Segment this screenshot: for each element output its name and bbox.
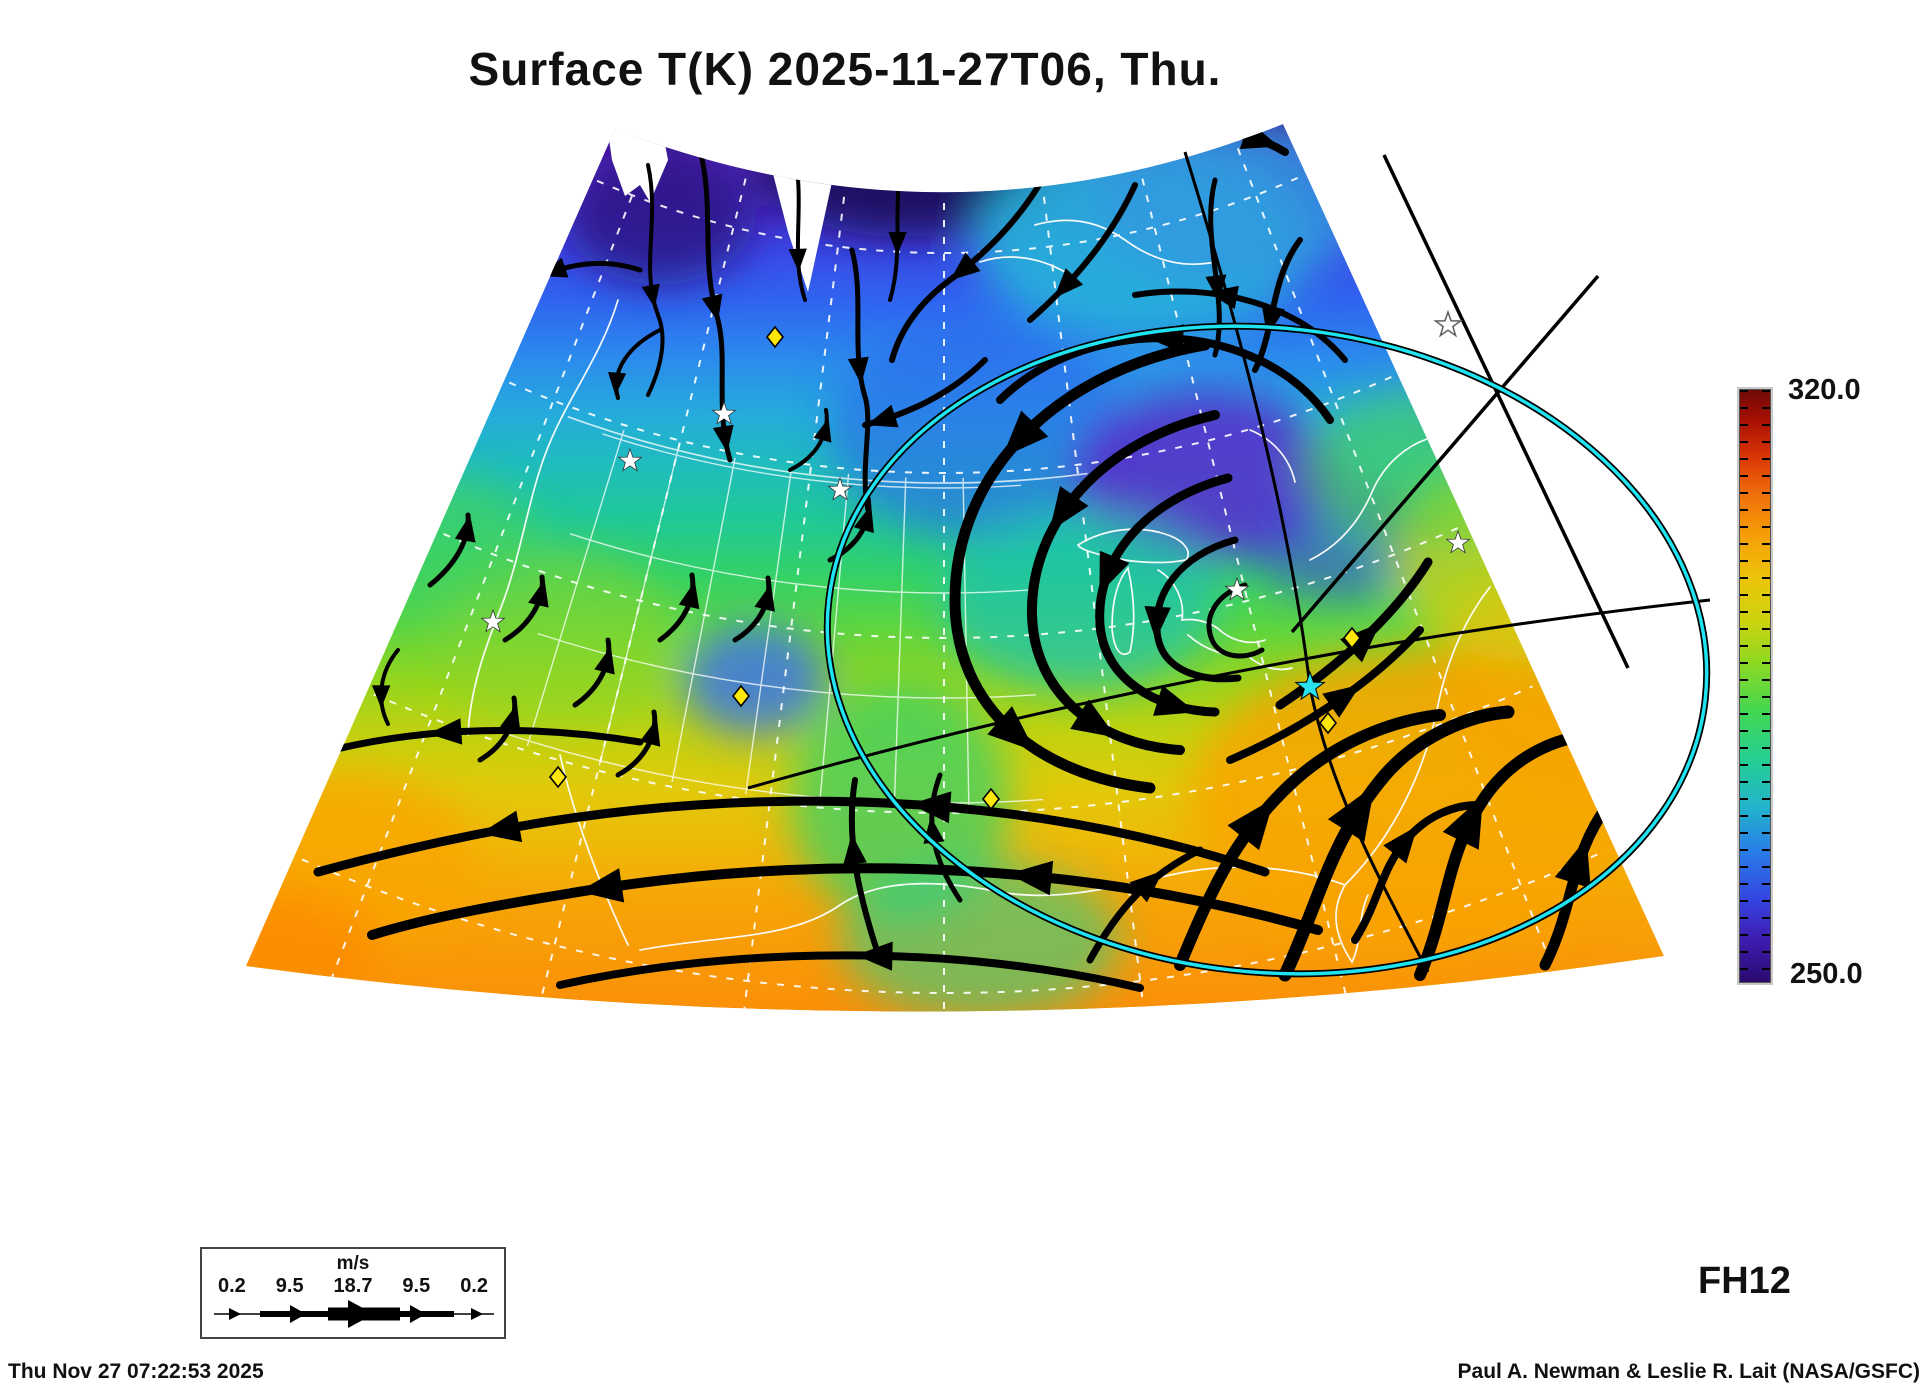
site-star-marker (1294, 670, 1326, 701)
colorbar-ticks-right (1762, 390, 1770, 982)
colorbar-max-label: 320.0 (1788, 374, 1861, 406)
wind-speed-value: 0.2 (218, 1275, 246, 1297)
colorbar (1737, 387, 1773, 985)
wind-scale-arrow (214, 1300, 494, 1328)
white-star-marker (617, 447, 643, 472)
generated-timestamp: Thu Nov 27 07:22:53 2025 (8, 1360, 264, 1383)
colorbar-ticks-left (1740, 390, 1748, 982)
wind-speed-value: 9.5 (402, 1275, 431, 1297)
wind-speed-legend: m/s 0.2 9.5 18.7 9.5 0.2 (200, 1247, 506, 1339)
range-ring (823, 322, 1711, 978)
wind-legend-unit: m/s (336, 1253, 370, 1274)
outline-star-marker (1433, 309, 1463, 338)
page-title: Surface T(K) 2025-11-27T06, Thu. (468, 43, 1222, 95)
yellow-diamond-marker (731, 684, 751, 708)
wind-speed-value: 9.5 (275, 1275, 304, 1297)
white-star-marker (1224, 576, 1250, 601)
white-star-marker (480, 608, 506, 633)
yellow-diamond-marker (765, 325, 785, 349)
forecast-hour-label: FH12 (1698, 1260, 1791, 1302)
wind-legend-values: 0.2 9.5 18.7 9.5 0.2 (202, 1275, 504, 1298)
temperature-field (246, 124, 1664, 1012)
azimuth-lines (747, 151, 1711, 973)
yellow-diamond-marker (1342, 626, 1362, 650)
white-star-marker (827, 476, 853, 501)
wind-speed-value: 18.7 (333, 1275, 373, 1297)
map-markers (480, 309, 1471, 811)
yellow-diamond-marker (1318, 711, 1338, 735)
streamline-arrowheads (353, 124, 1591, 971)
yellow-diamond-marker (548, 765, 568, 789)
credit-text: Paul A. Newman & Leslie R. Lait (NASA/GS… (1457, 1360, 1920, 1383)
white-star-marker (1445, 529, 1471, 554)
colorbar-min-label: 250.0 (1790, 958, 1863, 990)
yellow-diamond-marker (981, 787, 1001, 811)
wind-speed-value: 0.2 (460, 1275, 488, 1297)
white-star-marker (711, 400, 737, 425)
